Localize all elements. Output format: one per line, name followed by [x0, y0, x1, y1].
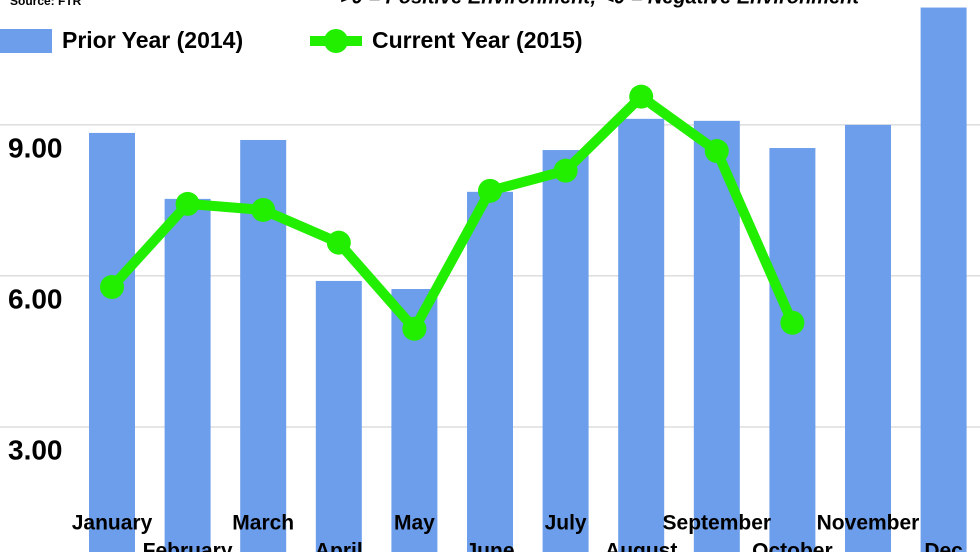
x-tick-label: July [545, 512, 587, 535]
point [175, 191, 200, 216]
note: >0 = Positive Environment; <0 = Negative… [340, 0, 860, 8]
legend-label: Prior Year (2014) [62, 27, 243, 53]
legend-swatch [324, 29, 348, 53]
bar [920, 7, 967, 552]
x-tick-label: November [817, 512, 920, 535]
bar [315, 280, 362, 552]
y-tick-label: 9.00 [8, 132, 63, 163]
point [704, 139, 729, 164]
x-tick-label: October [752, 540, 833, 552]
point [629, 84, 654, 109]
legend-label: Current Year (2015) [372, 27, 583, 53]
bar [845, 124, 891, 552]
point [251, 197, 276, 222]
x-tick-label: May [394, 512, 435, 535]
point [326, 230, 351, 255]
x-tick-label: January [72, 512, 153, 535]
legend-swatch [0, 29, 52, 53]
bar [769, 148, 816, 552]
bar [467, 191, 513, 552]
point [478, 178, 502, 203]
point [402, 316, 427, 341]
x-tick-label: April [315, 540, 363, 552]
line [108, 91, 797, 334]
bar [164, 198, 211, 552]
x-tick-label: August [605, 540, 677, 552]
x-tick-label: March [232, 512, 294, 535]
y-tick-label: 6.00 [8, 283, 63, 314]
bar [618, 118, 665, 552]
bar [89, 132, 135, 552]
point [100, 274, 124, 299]
x-tick-label: September [663, 512, 772, 535]
point [780, 310, 805, 335]
x-tick-label: June [465, 540, 514, 552]
source: Source: FTR [10, 0, 82, 8]
bar [542, 150, 589, 552]
x-tick-label: Dec [924, 540, 963, 552]
point [553, 158, 578, 183]
y-tick-label: 3.00 [8, 434, 63, 465]
x-tick-label: February [143, 540, 233, 552]
